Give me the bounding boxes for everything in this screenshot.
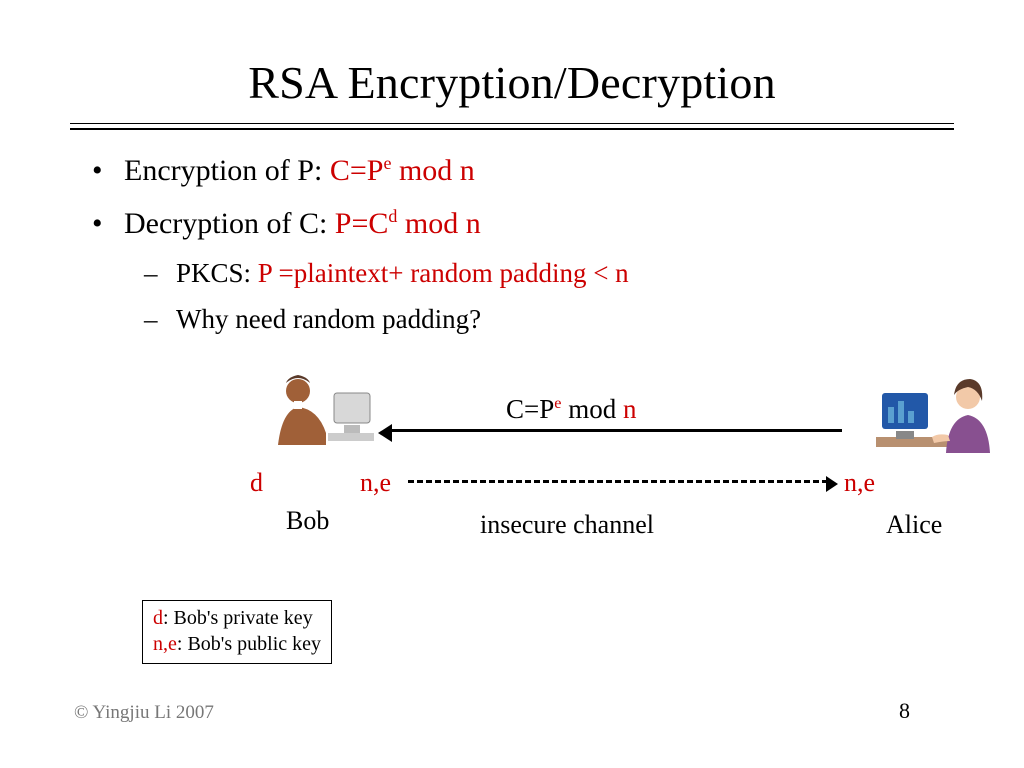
bullet-encryption: Encryption of P: C=Pe mod n	[90, 148, 950, 195]
cipher-pre: C=P	[506, 394, 554, 424]
dec-formula: P=Cd mod n	[335, 207, 481, 240]
ne-left-label: n,e	[360, 463, 391, 503]
pkcs-formula: P =plaintext+ random padding < n	[258, 258, 629, 288]
pkcs-prefix: PKCS:	[176, 258, 258, 288]
d-label: d	[250, 463, 263, 503]
alice-icon	[876, 375, 996, 469]
dec-eq-post: mod n	[397, 207, 480, 240]
content-area: Encryption of P: C=Pe mod n Decryption o…	[0, 130, 1024, 567]
cipher-mid: mod	[561, 394, 623, 424]
ne-right-label: n,e	[844, 463, 875, 503]
slide: RSA Encryption/Decryption Encryption of …	[0, 0, 1024, 768]
page-title: RSA Encryption/Decryption	[0, 0, 1024, 123]
enc-formula: C=Pe mod n	[330, 154, 475, 187]
legend-line-d: d: Bob's private key	[153, 605, 321, 631]
legend-ne-rest: : Bob's public key	[177, 633, 321, 655]
legend-d-rest: : Bob's private key	[163, 607, 313, 629]
legend-d-red: d	[153, 607, 163, 629]
alice-label: Alice	[886, 505, 942, 545]
enc-eq-pre: C=P	[330, 154, 384, 187]
bob-label: Bob	[286, 501, 329, 541]
bob-icon	[268, 371, 378, 461]
title-rule-thin	[70, 123, 954, 124]
cipher-n: n	[623, 394, 637, 424]
bullet-decryption: Decryption of C: P=Cd mod n	[90, 201, 950, 248]
ciphertext-arrow	[390, 429, 842, 432]
enc-eq-post: mod n	[391, 154, 474, 187]
legend-line-ne: n,e: Bob's public key	[153, 631, 321, 657]
public-key-arrow	[408, 480, 828, 483]
cipher-formula: C=Pe mod n	[506, 389, 636, 431]
bullet-pkcs: PKCS: P =plaintext+ random padding < n	[90, 253, 950, 295]
enc-prefix: Encryption of P:	[124, 154, 330, 187]
page-number: 8	[899, 698, 910, 724]
dec-eq-pre: P=C	[335, 207, 389, 240]
key-legend-box: d: Bob's private key n,e: Bob's public k…	[142, 600, 332, 664]
footer-copyright: © Yingjiu Li 2007	[74, 702, 214, 724]
rsa-diagram: C=Pe mod n d n,e n,e Bob insecure channe…	[90, 367, 950, 567]
legend-ne-red: n,e	[153, 633, 177, 655]
channel-label: insecure channel	[480, 505, 654, 545]
dec-prefix: Decryption of C:	[124, 207, 335, 240]
bullet-why-padding: Why need random padding?	[90, 299, 950, 341]
